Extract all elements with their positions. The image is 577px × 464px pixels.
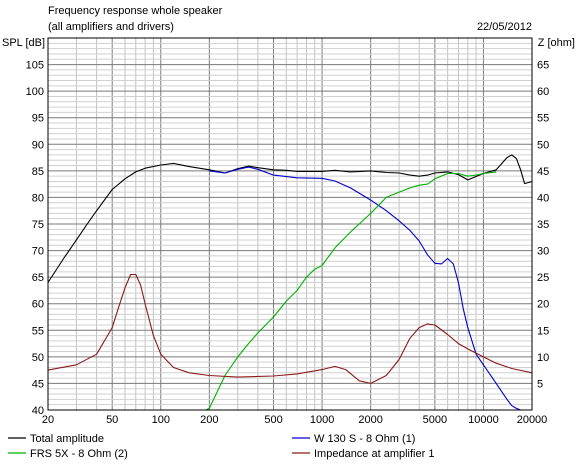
y-tick-label: 85 <box>32 166 44 178</box>
x-tick-label: 100 <box>152 414 170 426</box>
x-tick-label: 20 <box>42 414 54 426</box>
chart-date: 22/05/2012 <box>477 21 532 33</box>
y-tick-label: 90 <box>32 139 44 151</box>
y-axis-label: SPL [dB] <box>2 37 45 49</box>
y2-tick-label: 30 <box>537 246 549 258</box>
y2-tick-label: 65 <box>537 60 549 72</box>
legend-entry-3: Impedance at amplifier 1 <box>314 448 434 460</box>
y2-tick-label: 25 <box>537 272 549 284</box>
x-tick-label: 20000 <box>517 414 548 426</box>
y-tick-label: 105 <box>26 60 44 72</box>
y2-tick-label: 15 <box>537 325 549 337</box>
chart-title: Frequency response whole speaker <box>48 5 223 17</box>
y2-tick-label: 40 <box>537 192 549 204</box>
legend-entry-1: W 130 S - 8 Ohm (1) <box>314 433 415 445</box>
y-tick-label: 45 <box>32 378 44 390</box>
x-tick-label: 200 <box>200 414 218 426</box>
y-tick-label: 65 <box>32 272 44 284</box>
y-tick-label: 40 <box>32 405 44 417</box>
y2-tick-label: 50 <box>537 139 549 151</box>
x-tick-label: 10000 <box>468 414 499 426</box>
x-tick-label: 5000 <box>423 414 447 426</box>
series-line-2 <box>48 171 497 411</box>
y2-tick-label: 35 <box>537 219 549 231</box>
axis-labels: 20 50 100 200 500 1000 2000 5000 10000 20000 40 45 5… <box>26 60 550 426</box>
y-tick-label: 95 <box>32 113 44 125</box>
y-tick-label: 100 <box>26 86 44 98</box>
legend: Total amplitude W 130 S - 8 Ohm (1) FRS 5X… <box>8 433 434 460</box>
x-tick-label: 2000 <box>358 414 382 426</box>
series-lines <box>47 154 533 411</box>
y2-tick-label: 5 <box>537 378 543 390</box>
series-line-3 <box>47 273 533 384</box>
chart-subtitle: (all amplifiers and drivers) <box>48 21 174 33</box>
plot-frame <box>47 37 533 411</box>
y2-tick-label: 55 <box>537 113 549 125</box>
y-tick-label: 80 <box>32 192 44 204</box>
y-tick-label: 55 <box>32 325 44 337</box>
grid <box>48 38 532 410</box>
x-tick-label: 50 <box>106 414 118 426</box>
y-tick-label: 75 <box>32 219 44 231</box>
legend-entry-2: FRS 5X - 8 Ohm (2) <box>30 448 128 460</box>
y2-tick-label: 60 <box>537 86 549 98</box>
y2-tick-label: 45 <box>537 166 549 178</box>
x-tick-label: 500 <box>264 414 282 426</box>
y2-axis-label: Z [ohm] <box>538 37 575 49</box>
y2-tick-label: 20 <box>537 299 549 311</box>
y2-tick-label: 10 <box>537 352 549 364</box>
y-tick-label: 70 <box>32 246 44 258</box>
legend-entry-0: Total amplitude <box>30 433 104 445</box>
series-line-1 <box>209 166 532 411</box>
y-tick-label: 60 <box>32 299 44 311</box>
x-tick-label: 1000 <box>310 414 334 426</box>
y-tick-label: 50 <box>32 352 44 364</box>
